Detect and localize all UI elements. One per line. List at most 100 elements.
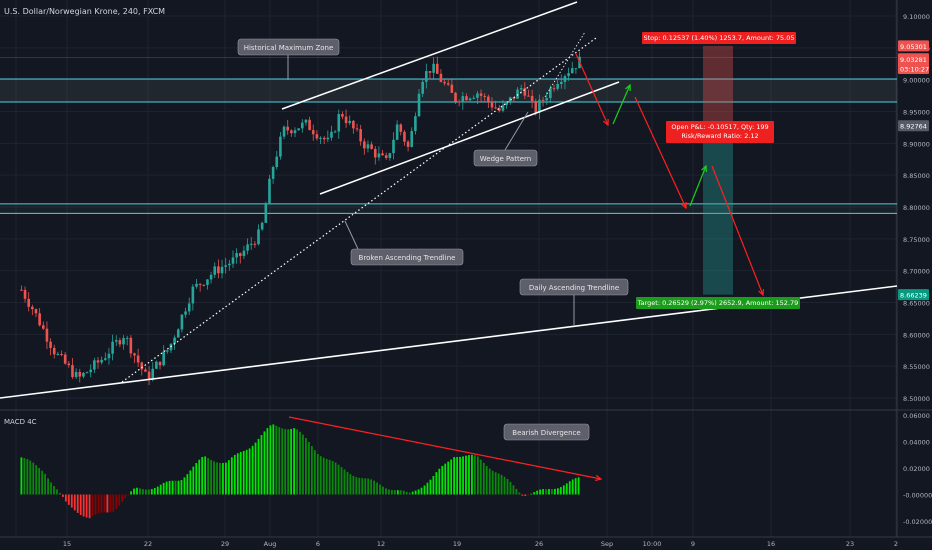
candle-down: [308, 119, 311, 131]
macd-bar: [115, 494, 118, 509]
candle-up: [242, 250, 246, 257]
macd-bar: [144, 489, 147, 495]
candle-down: [373, 148, 377, 158]
broken-ascending-trendline[interactable]: [121, 37, 597, 383]
macd-bar: [192, 466, 195, 495]
macd-bar: [471, 454, 473, 495]
candle-up: [74, 371, 78, 378]
macd-bar: [334, 462, 337, 495]
stop-label[interactable]: [642, 32, 796, 44]
macd-bar: [254, 442, 257, 495]
macd-bar: [198, 459, 201, 495]
bearish-divergence-label[interactable]: [503, 423, 590, 441]
grid-lines: [0, 0, 932, 538]
open-pnl-label-text: Open P&L: -0.10517, Qty: 199: [671, 123, 768, 131]
candle-down: [71, 365, 74, 378]
candle-up: [549, 88, 552, 99]
candle-up: [282, 126, 286, 137]
candle-up: [184, 311, 187, 315]
annotation-labels[interactable]: Historical Maximum Zone Wedge Pattern Brok…: [237, 32, 800, 441]
broken-ascending-trendline-label-pointer: [344, 220, 359, 250]
historical-maximum-zone-label-text: Historical Maximum Zone: [244, 44, 334, 52]
macd-bar: [263, 431, 266, 495]
macd-bar: [293, 428, 295, 495]
macd-bar: [408, 492, 411, 495]
candle-up: [348, 120, 352, 124]
candle-up: [213, 266, 217, 275]
candle-up: [107, 353, 111, 359]
macd-bar: [441, 465, 444, 495]
candle-up: [519, 88, 523, 90]
candle-down: [118, 340, 122, 345]
candle-down: [523, 88, 527, 96]
candle-up: [257, 229, 260, 245]
price-tick-label: 8.60000: [903, 331, 930, 339]
take-profit-zone[interactable]: [703, 125, 733, 295]
price-badge: [898, 289, 929, 301]
macd-bar: [136, 487, 138, 495]
broken-ascending-trendline-label[interactable]: [350, 248, 464, 266]
macd-bar: [242, 450, 245, 495]
candle-down: [60, 354, 63, 356]
candle-down: [355, 128, 359, 130]
candle-down: [454, 92, 457, 102]
time-tick-label: 16: [767, 540, 775, 548]
macd-bar: [468, 455, 470, 495]
macd-bar: [361, 478, 364, 495]
time-tick-label: 29: [221, 540, 229, 548]
macd-bar: [103, 494, 106, 513]
candle-down: [315, 134, 319, 139]
candle-up: [195, 283, 198, 287]
candle-down: [352, 120, 355, 129]
candle-up: [538, 99, 541, 113]
position-tool[interactable]: [703, 45, 733, 295]
macd-bar: [162, 482, 165, 495]
candle-down: [435, 63, 439, 74]
macd-bar: [186, 474, 189, 495]
candle-up: [246, 244, 249, 251]
drawn-trendlines[interactable]: [0, 1, 898, 482]
macd-bar: [290, 428, 293, 495]
daily-ascending-trendline-label-text: Daily Ascending Trendline: [529, 284, 619, 292]
candle-up: [395, 124, 399, 140]
macd-bar: [515, 488, 518, 495]
macd-bar: [281, 428, 284, 495]
wedge-pattern-label-text: Wedge Pattern: [480, 155, 531, 163]
macd-bar: [325, 458, 328, 495]
candle-up: [417, 93, 421, 117]
price-tick-label: 8.90000: [903, 140, 930, 148]
macd-bar: [174, 480, 177, 495]
target-label[interactable]: [636, 297, 800, 309]
macd-bar: [171, 480, 174, 495]
channel-upper-line[interactable]: [281, 1, 578, 110]
macd-bar: [248, 448, 251, 495]
time-axis: 15 22 29 Aug 6 12 19 26 Sep 10:00 9 16 23 2: [63, 540, 898, 548]
candle-down: [428, 71, 432, 73]
price-tick-label: 8.85000: [903, 172, 930, 180]
open-pnl-label[interactable]: [666, 121, 774, 143]
time-tick-label: 22: [144, 540, 152, 548]
macd-bar: [204, 456, 207, 495]
candle-down: [527, 95, 530, 97]
macd-bar: [328, 459, 331, 495]
macd-bar: [482, 462, 485, 495]
candle-up: [556, 83, 559, 89]
candle-down: [494, 107, 497, 109]
macd-bar: [542, 489, 544, 495]
candle-down: [311, 130, 315, 135]
wedge-upper-dotted[interactable]: [544, 31, 586, 98]
candle-up: [319, 137, 322, 139]
wedge-lower-line[interactable]: [319, 81, 620, 195]
macd-bar: [305, 438, 307, 495]
macd-bar: [56, 489, 58, 495]
macd-bar: [322, 457, 325, 495]
time-tick-label: 15: [63, 540, 71, 548]
stop-loss-zone[interactable]: [703, 45, 733, 126]
macd-bar: [379, 484, 381, 495]
macd-bar: [23, 458, 26, 495]
macd-bar: [142, 489, 144, 495]
macd-bar: [435, 472, 438, 495]
macd-bar: [521, 494, 524, 496]
macd-bar: [545, 489, 547, 495]
